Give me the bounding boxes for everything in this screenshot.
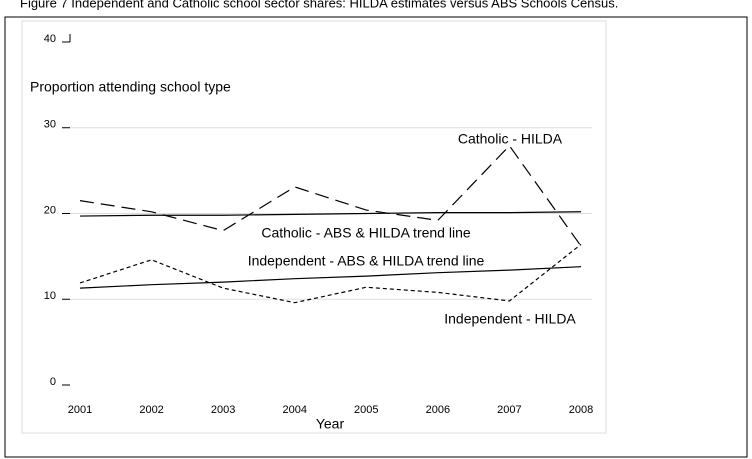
y-tick-label: 20 xyxy=(44,204,56,216)
x-axis-label: Year xyxy=(316,416,345,432)
series-label: Catholic - ABS & HILDA trend line xyxy=(261,225,471,241)
y-tick-label: 0 xyxy=(50,376,56,388)
series-label: Independent - ABS & HILDA trend line xyxy=(248,253,485,269)
x-tick-label: 2002 xyxy=(139,404,163,416)
x-tick-label: 2005 xyxy=(354,404,378,416)
series-label: Catholic - HILDA xyxy=(458,131,563,147)
x-tick-label: 2006 xyxy=(426,404,450,416)
x-tick-label: 2003 xyxy=(211,404,235,416)
series-line xyxy=(79,266,582,289)
x-tick-label: 2004 xyxy=(282,404,306,416)
plot-frame xyxy=(21,20,607,434)
series-line xyxy=(79,211,582,217)
outer-frame xyxy=(4,16,748,458)
x-tick-label: 2007 xyxy=(497,404,521,416)
y-tick-label: 10 xyxy=(44,290,56,302)
chart-title: Figure 7 Independent and Catholic school… xyxy=(20,0,618,10)
series-line xyxy=(79,243,582,304)
x-tick-label: 2008 xyxy=(569,404,593,416)
y-tick-label: 40 xyxy=(44,33,56,45)
y-tick-label: 30 xyxy=(44,119,56,131)
y-axis-label: Proportion attending school type xyxy=(30,79,231,95)
series-label: Independent - HILDA xyxy=(444,311,576,327)
x-tick-label: 2001 xyxy=(68,404,92,416)
